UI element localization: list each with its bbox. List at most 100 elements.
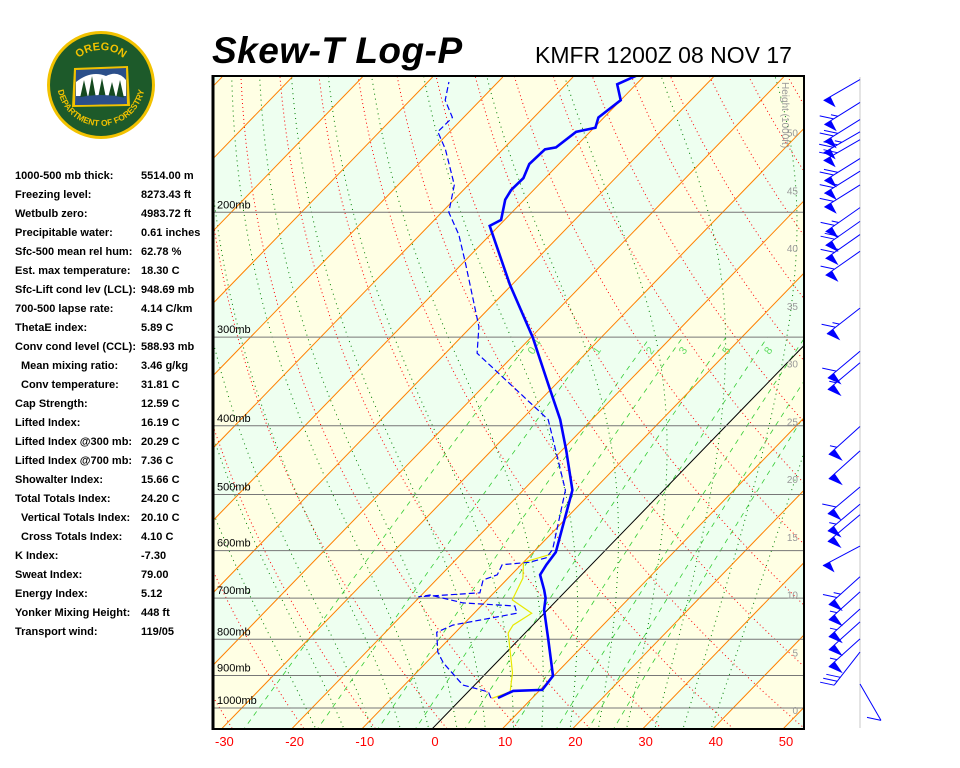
barb-full <box>822 503 837 508</box>
dewpoint-trace <box>418 81 567 699</box>
index-label: Wetbulb zero: <box>15 208 88 220</box>
mixing-ratio-line <box>378 336 651 728</box>
barb-full <box>823 168 839 173</box>
mixing-ratio-line <box>465 336 727 728</box>
index-row: Yonker Mixing Height: 448 ft <box>15 606 215 625</box>
wind-barb <box>827 362 861 397</box>
index-row: Transport wind: 119/05 <box>15 625 215 644</box>
isotherm <box>849 77 960 733</box>
barb-full <box>824 232 839 237</box>
barb-pennant <box>828 599 843 612</box>
index-row: Precipitable water: 0.61 inches <box>15 226 215 245</box>
index-value: 4983.72 ft <box>141 208 192 220</box>
index-label: 700-500 lapse rate: <box>15 303 114 315</box>
height-tick-label: 30 <box>787 360 799 371</box>
mixing-ratio-line <box>613 416 803 728</box>
barb-pennant <box>828 661 843 674</box>
isotherm <box>214 77 714 593</box>
index-value: -7.30 <box>141 550 167 562</box>
index-row: Conv temperature: 31.81 C <box>15 378 215 397</box>
index-value: 31.81 C <box>141 379 180 391</box>
station-time-label: KMFR 1200Z 08 NOV 17 <box>535 42 792 68</box>
barb-staff <box>828 608 861 638</box>
index-value: 948.69 mb <box>141 284 195 296</box>
barb-staff <box>828 426 861 456</box>
barb-staff <box>824 158 861 182</box>
moist-adiabat <box>231 77 430 728</box>
isotherm <box>221 128 803 728</box>
barb-half <box>833 592 841 595</box>
wind-barb <box>827 514 861 549</box>
height-tick-label: 45 <box>787 186 799 197</box>
isobar-label: 600mb <box>217 538 251 550</box>
barb-full <box>819 115 834 120</box>
barb-pennant <box>824 120 837 132</box>
index-label: Cap Strength: <box>15 398 88 410</box>
index-value: 4.10 C <box>141 531 174 543</box>
index-value: 4.14 C/km <box>141 303 193 315</box>
isobar-label: 800mb <box>217 626 251 638</box>
index-label: ThetaE index: <box>15 322 88 334</box>
isobar-label: 700mb <box>217 585 251 597</box>
barb-staff <box>826 307 861 335</box>
barb-pennant <box>827 384 842 397</box>
dry-adiabat <box>396 77 803 728</box>
index-row: K Index: -7.30 <box>15 549 215 568</box>
index-row: Showalter Index: 15.66 C <box>15 473 215 492</box>
wind-barb <box>820 220 861 252</box>
index-value: 3.46 g/kg <box>141 360 189 372</box>
moist-adiabat <box>291 77 486 728</box>
index-row: Cross Totals Index: 4.10 C <box>15 530 215 549</box>
index-row: Lifted Index @700 mb: 7.36 C <box>15 454 215 473</box>
barb-pennant <box>824 176 837 188</box>
wind-barb <box>819 158 861 188</box>
barb-pennant <box>825 227 839 239</box>
wind-barb <box>819 170 861 200</box>
index-value: 0.61 inches <box>141 227 201 239</box>
dry-adiabat <box>858 0 960 732</box>
barb-half <box>834 140 842 143</box>
barb-half <box>829 610 838 614</box>
barb-half <box>830 182 839 186</box>
moist-adiabat <box>214 437 345 728</box>
barb-full <box>820 681 835 686</box>
dry-adiabat <box>214 571 304 728</box>
temperature-trace <box>488 77 637 700</box>
mixing-ratio-line <box>556 339 803 728</box>
temperature-tick-label: 40 <box>709 734 723 749</box>
temperature-tick-label: -30 <box>215 734 234 749</box>
barb-pennant <box>827 536 842 549</box>
barb-half <box>829 445 838 448</box>
wind-barb <box>828 450 861 486</box>
index-row: Wetbulb zero: 4983.72 ft <box>15 207 215 226</box>
barb-pennant <box>825 254 839 266</box>
barb-staff <box>824 184 861 208</box>
index-value: 24.20 C <box>141 493 180 505</box>
index-row: Lifted Index: 16.19 C <box>15 416 215 435</box>
isobar-label: 1000mb <box>217 695 257 707</box>
moist-adiabat <box>371 77 544 728</box>
wind-barb <box>822 486 861 521</box>
index-value: 5514.00 m <box>141 170 194 182</box>
mixing-ratio-line <box>244 336 533 728</box>
wind-barb <box>828 426 861 461</box>
barb-pennant <box>823 156 836 168</box>
wind-barb <box>823 79 861 108</box>
barb-full <box>823 149 838 154</box>
wind-barb <box>820 651 861 686</box>
wind-barb <box>819 184 861 214</box>
barb-full <box>819 132 834 137</box>
moist-adiabat <box>423 77 579 728</box>
barb-staff <box>859 683 882 721</box>
mixing-ratio-label: 1 <box>591 345 604 357</box>
barb-pennant <box>828 449 843 461</box>
temperature-band <box>214 77 803 728</box>
index-value: 62.78 % <box>141 246 182 258</box>
isotherm <box>214 77 433 304</box>
isobar-label: 300mb <box>217 324 251 336</box>
stability-indices-panel: 1000-500 mb thick: 5514.00 m Freezing leve… <box>15 169 215 644</box>
mixing-ratio-label: 8 <box>762 345 775 357</box>
barb-half <box>832 322 840 325</box>
index-label: Cross Totals Index: <box>21 531 123 543</box>
logo-top-text: OREGON <box>73 41 128 61</box>
